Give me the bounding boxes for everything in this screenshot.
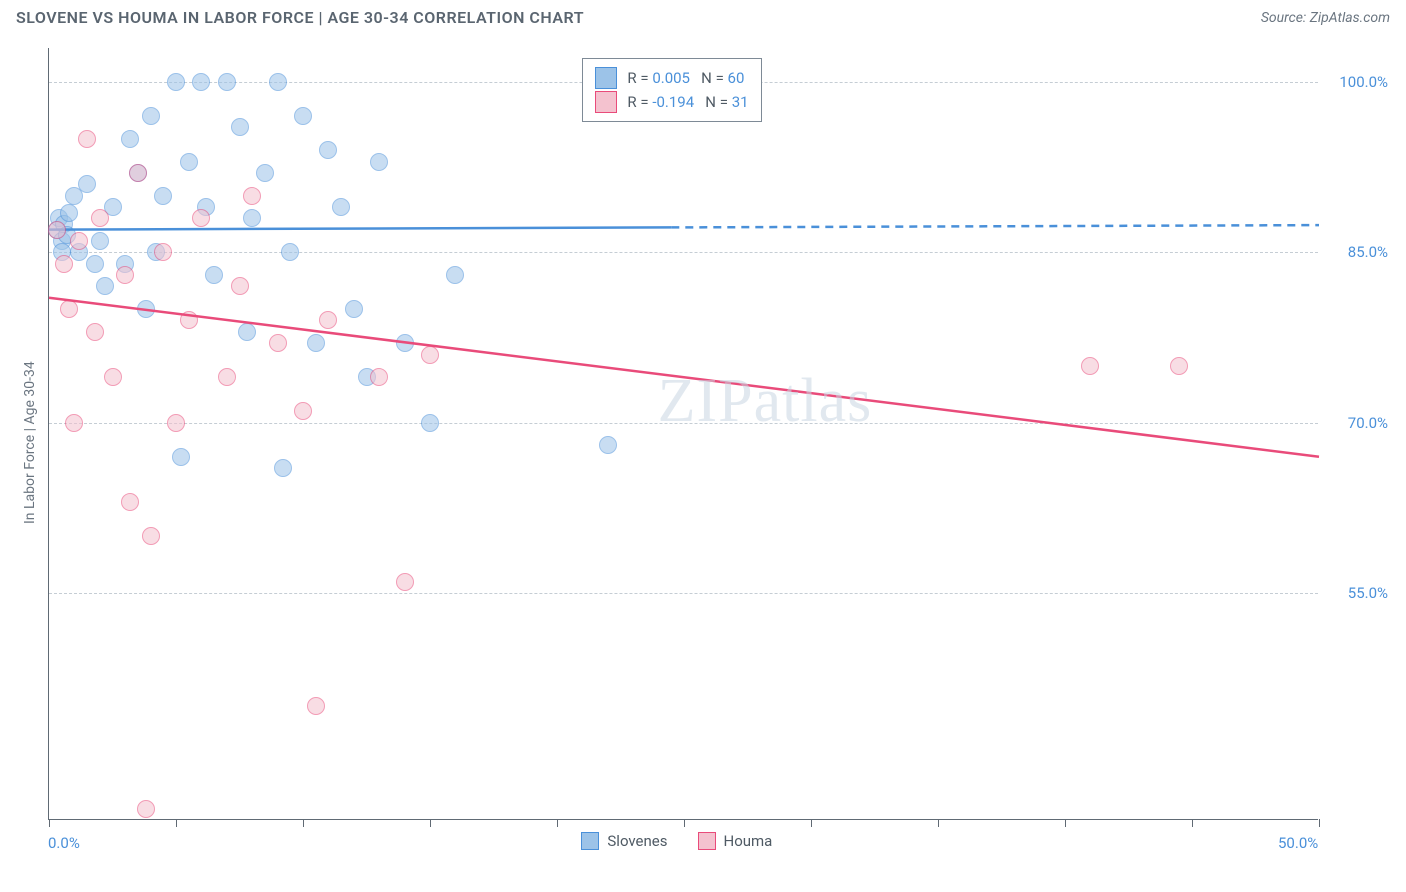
legend-label: Slovenes bbox=[607, 832, 667, 850]
legend-bottom: Slovenes Houma bbox=[581, 832, 772, 850]
stats-row: R = 0.005 N = 60 bbox=[595, 67, 748, 89]
trend-line bbox=[49, 48, 1319, 820]
stats-row: R = -0.194 N = 31 bbox=[595, 91, 748, 113]
legend-item: Slovenes bbox=[581, 832, 667, 850]
y-tick-label: 85.0% bbox=[1328, 243, 1388, 261]
x-tick bbox=[684, 819, 685, 827]
legend-label: Houma bbox=[724, 832, 773, 850]
x-tick bbox=[303, 819, 304, 827]
x-tick bbox=[811, 819, 812, 827]
source-attribution: Source: ZipAtlas.com bbox=[1261, 10, 1390, 26]
legend-swatch bbox=[581, 832, 599, 850]
x-tick bbox=[430, 819, 431, 827]
x-tick-label: 50.0% bbox=[1278, 834, 1318, 852]
y-tick-label: 55.0% bbox=[1328, 584, 1388, 602]
chart-plot-area: 55.0%70.0%85.0%100.0%R = 0.005 N = 60R =… bbox=[48, 48, 1318, 820]
x-tick-label: 0.0% bbox=[48, 834, 80, 852]
legend-item: Houma bbox=[698, 832, 773, 850]
stats-box: R = 0.005 N = 60 R = -0.194 N = 31 bbox=[582, 58, 761, 122]
series-swatch bbox=[595, 91, 617, 113]
y-axis-label: In Labor Force | Age 30-34 bbox=[22, 361, 38, 524]
x-tick bbox=[49, 819, 50, 827]
stats-text: R = -0.194 N = 31 bbox=[627, 93, 748, 111]
x-tick bbox=[557, 819, 558, 827]
x-tick bbox=[938, 819, 939, 827]
x-tick bbox=[176, 819, 177, 827]
y-tick-label: 70.0% bbox=[1328, 414, 1388, 432]
series-swatch bbox=[595, 67, 617, 89]
y-tick-label: 100.0% bbox=[1328, 73, 1388, 91]
stats-text: R = 0.005 N = 60 bbox=[627, 69, 744, 87]
x-tick bbox=[1319, 819, 1320, 827]
legend-swatch bbox=[698, 832, 716, 850]
x-tick bbox=[1065, 819, 1066, 827]
chart-title: SLOVENE VS HOUMA IN LABOR FORCE | AGE 30… bbox=[16, 8, 584, 27]
x-tick bbox=[1192, 819, 1193, 827]
